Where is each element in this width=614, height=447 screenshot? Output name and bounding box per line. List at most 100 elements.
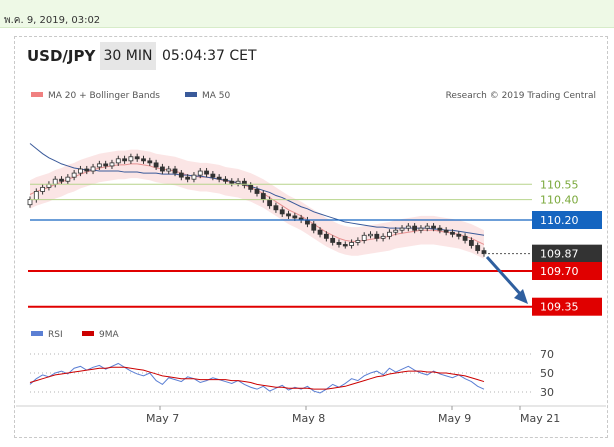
level-109.70: 109.70 — [28, 262, 602, 280]
candle-body — [122, 158, 127, 162]
x-tick-label: May 21 — [520, 412, 560, 425]
rsi-tick-label: 50 — [540, 367, 554, 380]
candle-body — [96, 163, 102, 168]
pivot-tag — [532, 211, 602, 229]
candle-body — [260, 193, 266, 200]
candle-body — [248, 184, 254, 190]
level-109.87: 109.87 — [484, 244, 602, 263]
candle-body — [475, 245, 481, 251]
candle-body — [462, 235, 468, 241]
rsi-tick-label: 30 — [540, 386, 554, 399]
candle-body — [229, 180, 235, 184]
candle-body — [424, 225, 430, 229]
candle-body — [349, 242, 354, 246]
candle — [387, 229, 392, 240]
candle-body — [71, 172, 77, 178]
x-tick-label: May 7 — [146, 412, 179, 425]
candle — [223, 176, 228, 185]
candle-body — [317, 229, 323, 235]
candle-body — [109, 162, 115, 167]
candle-body — [330, 237, 336, 243]
candle — [191, 172, 197, 183]
candle — [78, 165, 83, 177]
rsi-legend-label: RSI — [48, 330, 63, 340]
candle — [273, 202, 279, 213]
resistance-label: 110.40 — [540, 194, 579, 207]
candle-body — [368, 233, 373, 237]
candle — [197, 167, 203, 179]
candle-body — [103, 163, 109, 167]
candle-body — [431, 225, 436, 229]
candle-body — [450, 231, 455, 235]
candle-body — [52, 178, 58, 185]
bb-legend-swatch — [31, 92, 43, 97]
timeframe-badge[interactable]: 30 MIN — [100, 42, 156, 70]
candle-body — [342, 244, 348, 247]
candle — [166, 165, 172, 175]
candle — [115, 155, 121, 166]
candle — [311, 221, 317, 234]
candle — [172, 165, 178, 177]
timestamp-bar: พ.ค. 9, 2019, 03:02 — [0, 0, 614, 28]
credit-text: Research © 2019 Trading Central — [446, 91, 596, 101]
candle — [103, 160, 109, 169]
candle-body — [393, 229, 399, 233]
support-tag — [532, 262, 602, 280]
candle — [216, 174, 222, 183]
timestamp: พ.ค. 9, 2019, 03:02 — [4, 15, 101, 26]
rsi-line — [29, 362, 485, 394]
candle-body — [210, 173, 216, 178]
candle-body — [311, 223, 317, 231]
candle-body — [147, 160, 153, 164]
candle-body — [286, 213, 291, 217]
candle-body — [153, 162, 159, 168]
candle — [65, 174, 71, 185]
candle-body — [134, 156, 140, 160]
candle-body — [172, 168, 178, 174]
candle-body — [412, 225, 418, 231]
candle-body — [355, 239, 361, 243]
candle — [90, 163, 96, 175]
forecast-arrow — [485, 255, 528, 304]
candle — [160, 163, 165, 175]
candle — [40, 184, 46, 195]
last-price-tag — [532, 244, 602, 263]
rsi-ma-legend-swatch — [82, 331, 94, 336]
candle — [134, 153, 140, 162]
candle-body — [254, 188, 260, 194]
support-label: 109.70 — [540, 265, 579, 278]
candle-body — [191, 174, 197, 180]
candle-body — [405, 225, 411, 229]
candle-body — [128, 156, 134, 162]
candle — [349, 239, 354, 249]
candle-body — [90, 166, 96, 172]
candle — [462, 233, 468, 244]
candle — [450, 229, 455, 238]
candle — [71, 170, 77, 181]
candle-body — [216, 176, 222, 180]
candle — [330, 235, 336, 246]
candle-body — [197, 170, 203, 176]
candle — [323, 231, 329, 242]
candle — [405, 223, 411, 232]
pivot-label: 110.20 — [540, 214, 579, 227]
candle — [210, 171, 216, 181]
chart-time: 05:04:37 CET — [162, 48, 257, 64]
candle — [368, 231, 373, 239]
level-110.55: 110.55 — [30, 178, 579, 191]
candle-body — [115, 158, 121, 164]
candle — [431, 223, 436, 232]
candle-body — [437, 227, 443, 231]
candle-body — [273, 205, 279, 211]
ma50-legend-swatch — [185, 92, 197, 97]
candle-body — [305, 219, 310, 225]
candle-body — [185, 176, 191, 180]
rsi-legend-swatch — [31, 331, 43, 336]
candle — [286, 210, 291, 219]
candle — [204, 167, 209, 178]
currency-pair: USD/JPY — [27, 47, 96, 65]
candle-body — [387, 231, 392, 237]
candle — [235, 178, 241, 187]
candle-body — [380, 235, 386, 239]
candle — [128, 153, 134, 164]
